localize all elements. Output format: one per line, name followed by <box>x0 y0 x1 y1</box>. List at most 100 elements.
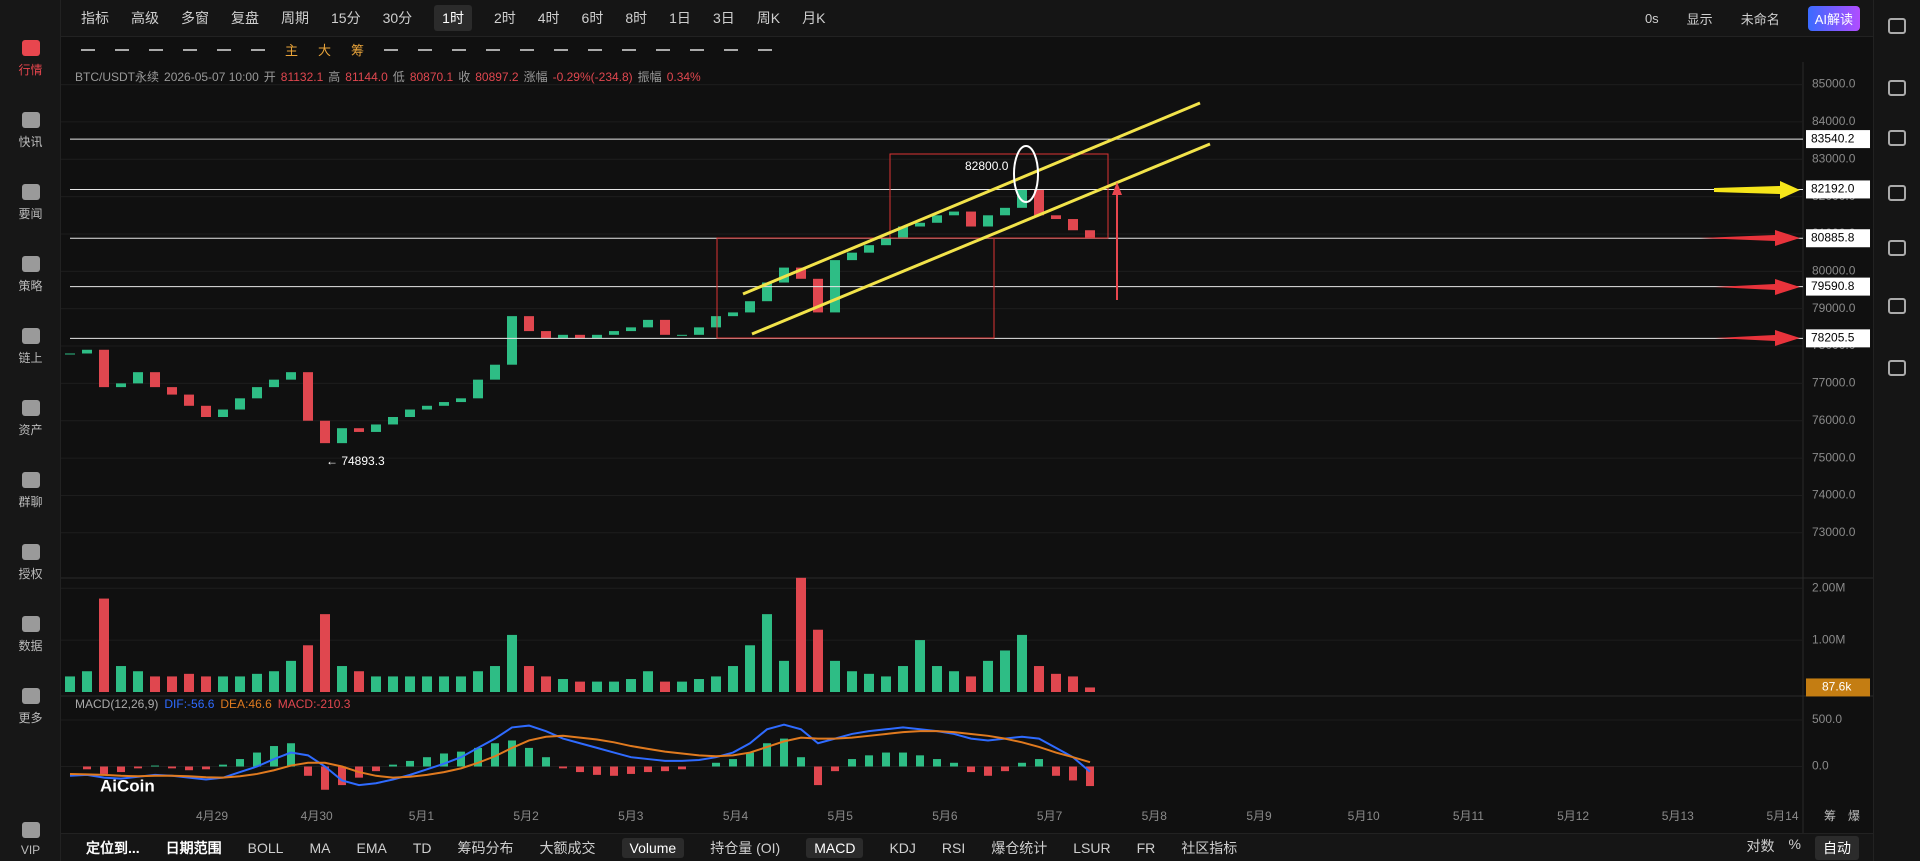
icon[interactable] <box>1888 185 1906 201</box>
indicator-tab[interactable]: 筹码分布 <box>457 839 514 856</box>
toolbar-item[interactable]: 显示 <box>1686 12 1713 27</box>
scale-option[interactable]: % <box>1788 835 1801 852</box>
volume-label: 87.6k <box>1822 680 1852 694</box>
y-tick-label: 73000.0 <box>1812 525 1856 539</box>
scale-option[interactable]: 对数 <box>1746 837 1775 854</box>
indicator-tab[interactable]: RSI <box>941 839 966 856</box>
indicator-tab[interactable]: 社区指标 <box>1181 839 1238 856</box>
draw-tool[interactable] <box>81 48 95 51</box>
draw-tool[interactable] <box>758 48 773 51</box>
draw-tool[interactable] <box>622 48 637 51</box>
macd-bar <box>746 752 754 767</box>
nav-item[interactable]: 要闻 <box>0 184 61 222</box>
volume-bar <box>99 598 109 692</box>
axis-corner[interactable]: 筹 <box>1824 809 1836 823</box>
draw-tool[interactable] <box>690 48 705 51</box>
axis-corner[interactable]: 爆 <box>1848 809 1860 823</box>
icon[interactable] <box>1888 360 1906 376</box>
labels-layer: 85000.084000.083000.082000.081000.080000… <box>100 77 1870 823</box>
nav-item[interactable]: 行情 <box>0 40 61 78</box>
icon[interactable] <box>1888 18 1906 34</box>
indicator-tab[interactable]: TD <box>412 839 432 856</box>
info-item: 81144.0 <box>345 69 388 84</box>
nav-item[interactable]: 快讯 <box>0 112 61 150</box>
indicator-tab[interactable]: EMA <box>356 839 387 856</box>
x-tick-label: 5月1 <box>409 809 435 823</box>
nav-item[interactable]: 策略 <box>0 256 61 294</box>
draw-tool[interactable] <box>115 48 129 51</box>
indicator-tab[interactable]: 爆仓统计 <box>991 839 1048 856</box>
draw-tool[interactable] <box>486 48 501 51</box>
x-tick-label: 5月8 <box>1142 809 1168 823</box>
indicator-tab[interactable]: MA <box>309 839 331 856</box>
scale-option[interactable]: 自动 <box>1815 835 1859 860</box>
toolbar-item[interactable]: AI解读 <box>1807 6 1860 31</box>
bottom-item[interactable]: 日期范围 <box>165 839 222 856</box>
x-tick-label: 5月3 <box>618 809 644 823</box>
indicator-tab[interactable]: KDJ <box>889 839 916 856</box>
nav-icon <box>21 40 40 56</box>
toolbar-item[interactable]: 0s <box>1644 11 1659 26</box>
draw-tool[interactable] <box>384 48 399 51</box>
nav-label: 资产 <box>18 423 43 437</box>
draw-tool[interactable] <box>452 48 467 51</box>
nav-item[interactable]: 链上 <box>0 328 61 366</box>
toolbar-item[interactable]: 指标 <box>81 10 109 26</box>
bottom-item[interactable]: 定位到... <box>86 839 140 856</box>
volume-bar <box>813 629 823 692</box>
period-tab[interactable]: 月K <box>802 10 826 26</box>
period-tab[interactable]: 8时 <box>625 10 648 26</box>
candle <box>728 312 738 317</box>
nav-item[interactable]: 群聊 <box>0 472 61 510</box>
toolbar-item[interactable]: 高级 <box>131 10 159 26</box>
period-tab[interactable]: 3日 <box>712 10 735 26</box>
toolbar-item[interactable]: 复盘 <box>231 10 259 26</box>
draw-tool[interactable] <box>251 48 265 51</box>
period-tab[interactable]: 15分 <box>331 10 361 26</box>
draw-tool[interactable] <box>149 48 163 51</box>
period-tab[interactable]: 2时 <box>493 10 516 26</box>
indicator-tab[interactable]: MACD <box>806 837 864 858</box>
period-tab[interactable]: 4时 <box>537 10 560 26</box>
indicator-tab[interactable]: BOLL <box>247 839 284 856</box>
draw-tool[interactable] <box>656 48 671 51</box>
toolbar-item[interactable]: 未命名 <box>1740 12 1780 27</box>
indicator-tab[interactable]: 持仓量 (OI) <box>710 839 781 856</box>
icon[interactable] <box>1888 80 1906 96</box>
period-tab[interactable]: 1时 <box>434 5 472 31</box>
indicator-tab[interactable]: Volume <box>621 837 685 858</box>
indicator-tab[interactable]: FR <box>1136 839 1156 856</box>
period-tab[interactable]: 30分 <box>382 10 413 26</box>
draw-tool[interactable] <box>418 48 433 51</box>
icon[interactable] <box>1888 298 1906 314</box>
nav-item[interactable]: 授权 <box>0 544 61 582</box>
period-tab[interactable]: 6时 <box>581 10 604 26</box>
nav-item[interactable]: 资产 <box>0 400 61 438</box>
draw-tool[interactable]: 主 <box>285 43 299 58</box>
macd-bar <box>712 762 720 767</box>
toolbar-item[interactable]: 多窗 <box>181 10 209 26</box>
icon[interactable] <box>1888 240 1906 256</box>
period-tab[interactable]: 1日 <box>669 10 691 26</box>
info-item: 收 <box>458 70 471 84</box>
draw-tool[interactable] <box>724 48 739 51</box>
draw-tool[interactable] <box>183 48 197 51</box>
draw-tool[interactable] <box>217 48 231 51</box>
draw-tool[interactable] <box>520 48 535 51</box>
draw-tool[interactable] <box>588 48 603 51</box>
candle <box>507 316 517 365</box>
candle <box>65 353 75 355</box>
draw-tool[interactable]: 筹 <box>351 43 365 58</box>
nav-item[interactable]: VIP <box>0 822 61 857</box>
info-item: 80870.1 <box>409 69 454 84</box>
indicator-tab[interactable]: LSUR <box>1073 839 1111 856</box>
toolbar-item[interactable]: 周期 <box>281 10 309 26</box>
indicator-tab[interactable]: 大额成交 <box>539 839 596 856</box>
nav-item[interactable]: 更多 <box>0 688 61 726</box>
draw-tool[interactable]: 大 <box>318 43 332 58</box>
period-tab[interactable]: 周K <box>756 10 781 26</box>
candle <box>1034 189 1044 216</box>
draw-tool[interactable] <box>554 48 569 51</box>
icon[interactable] <box>1888 130 1906 146</box>
nav-item[interactable]: 数据 <box>0 616 61 654</box>
